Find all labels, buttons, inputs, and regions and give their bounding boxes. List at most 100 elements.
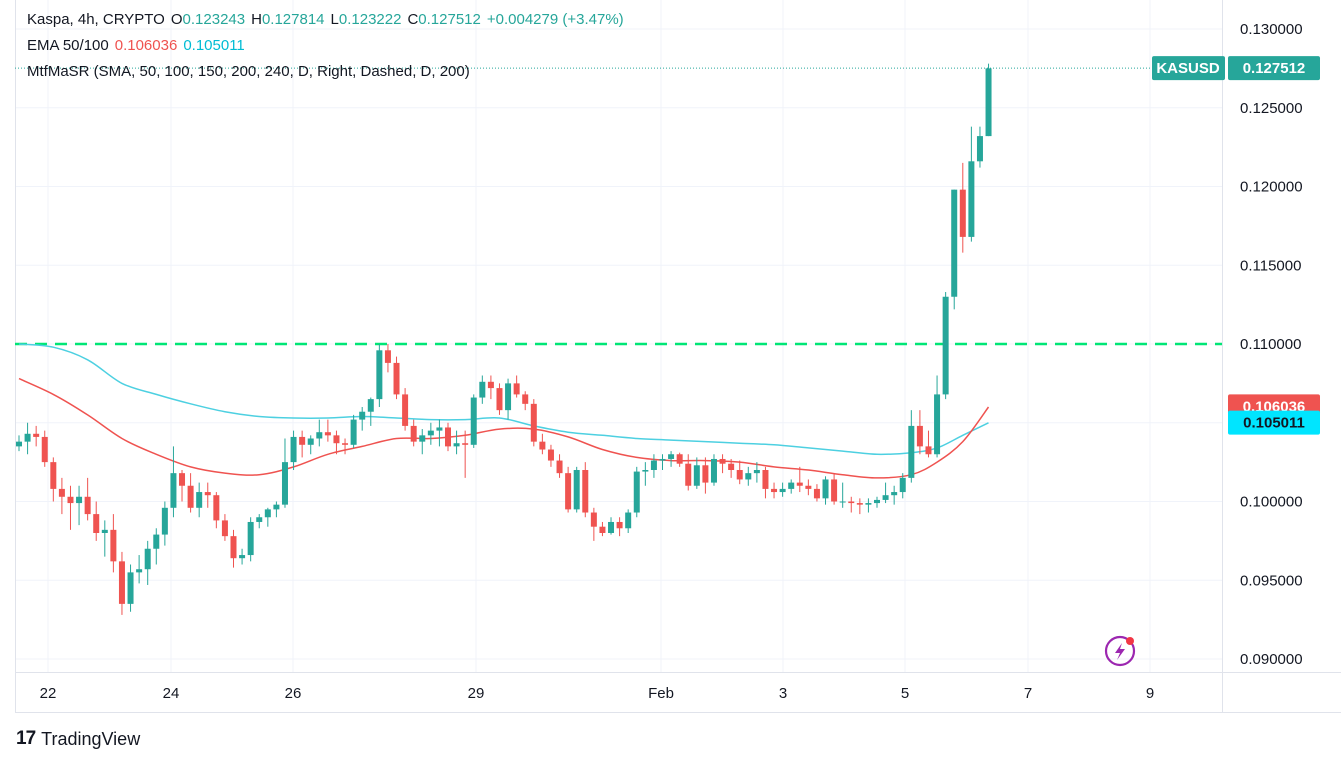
candle-body — [925, 446, 932, 455]
y-tick-label: 0.130000 — [1240, 21, 1303, 38]
candle — [676, 452, 683, 467]
candle — [187, 473, 194, 513]
candle-body — [204, 492, 211, 496]
candle — [496, 383, 503, 415]
x-tick-label: 29 — [468, 685, 485, 702]
candle-body — [547, 449, 554, 461]
candle-body — [264, 509, 271, 518]
candle — [951, 189, 958, 310]
candle — [453, 430, 460, 455]
candle-body — [530, 403, 537, 442]
legend-ema[interactable]: EMA 50/100 0.106036 0.105011 — [27, 37, 251, 54]
legend-l-value: 0.123222 — [338, 11, 402, 28]
candle-body — [968, 161, 975, 237]
legend-o-label: O — [170, 11, 183, 28]
candle-body — [256, 517, 263, 522]
time-axis[interactable]: 22 24 26 29 Feb 3 5 7 9 — [40, 685, 1155, 702]
candle-body — [719, 458, 726, 464]
candle — [118, 551, 125, 615]
candle — [522, 391, 529, 411]
candle — [101, 520, 108, 557]
price-axis[interactable]: 0.130000 0.125000 0.120000 0.115000 0.110000… — [1240, 21, 1303, 668]
candle — [899, 473, 906, 499]
x-tick-label: 26 — [285, 685, 302, 702]
legend-ohlc: Kaspa, 4h, CRYPTO O0.123243 H0.127814 L0.12… — [27, 11, 630, 28]
candle-body — [359, 411, 366, 420]
candle — [710, 454, 717, 486]
candle-body — [556, 460, 563, 474]
grid-lines — [15, 0, 1222, 672]
candle — [762, 466, 769, 499]
candle-body — [213, 495, 220, 521]
candle — [384, 344, 391, 373]
candle — [616, 517, 623, 537]
candle — [779, 482, 786, 497]
candle — [445, 422, 451, 452]
candle-body — [916, 425, 923, 447]
candle — [642, 462, 649, 486]
candle — [590, 507, 597, 541]
candle — [848, 496, 855, 513]
candle — [127, 564, 134, 612]
price-badge-bg — [1228, 56, 1320, 81]
candle — [402, 388, 409, 431]
candle-body — [127, 572, 134, 604]
candle-body — [513, 383, 520, 395]
candle — [856, 498, 863, 515]
lightning-icon[interactable] — [1104, 635, 1136, 667]
candle — [58, 477, 65, 515]
candle — [376, 344, 383, 407]
candle-body — [573, 470, 580, 510]
candle-body — [522, 394, 529, 404]
candle — [796, 466, 803, 493]
candle — [393, 356, 400, 400]
candle-body — [496, 388, 503, 411]
legend-symbol: Kaspa, 4h, CRYPTO — [27, 11, 165, 28]
candle — [41, 430, 48, 467]
candle — [942, 292, 949, 400]
candle — [299, 430, 306, 458]
candle-body — [153, 534, 160, 549]
legend-ema50-value: 0.106036 — [114, 37, 178, 54]
candle — [539, 433, 546, 455]
candle-body — [33, 433, 40, 437]
candle — [882, 482, 889, 504]
candle-body — [710, 458, 717, 483]
candle — [685, 454, 692, 491]
legend-mtf[interactable]: MtfMaSR (SMA, 50, 100, 150, 200, 240, D,… — [27, 63, 476, 80]
tradingview-brand[interactable]: 17 TradingView — [16, 728, 140, 750]
legend-o-value: 0.123243 — [182, 11, 246, 28]
candle — [470, 394, 477, 448]
x-tick-label: 7 — [1024, 685, 1032, 702]
candle — [788, 479, 795, 494]
candle-body — [367, 399, 374, 412]
candle-body — [951, 189, 958, 297]
symbol-badge-bg — [1152, 56, 1225, 81]
candle-body — [393, 362, 400, 395]
candle — [650, 454, 657, 478]
candle-body — [822, 479, 829, 499]
candle — [179, 470, 186, 502]
candle-body — [161, 507, 168, 535]
candle — [76, 485, 83, 526]
candle-body — [247, 521, 254, 556]
candle — [67, 485, 74, 530]
candle-body — [24, 433, 31, 442]
candle — [513, 375, 520, 398]
legend-ema100-value: 0.105011 — [183, 37, 245, 54]
candle-body — [633, 471, 640, 513]
candle-body — [487, 381, 494, 389]
candle-body — [959, 189, 966, 237]
candle — [556, 454, 563, 478]
candle-body — [831, 479, 838, 502]
candle — [916, 410, 923, 455]
candle — [110, 514, 117, 573]
candle — [745, 466, 752, 486]
candle-body — [736, 470, 743, 480]
candle — [582, 462, 589, 518]
candle — [771, 482, 778, 499]
candle-body — [16, 441, 22, 447]
y-tick-label: 0.120000 — [1240, 179, 1303, 196]
